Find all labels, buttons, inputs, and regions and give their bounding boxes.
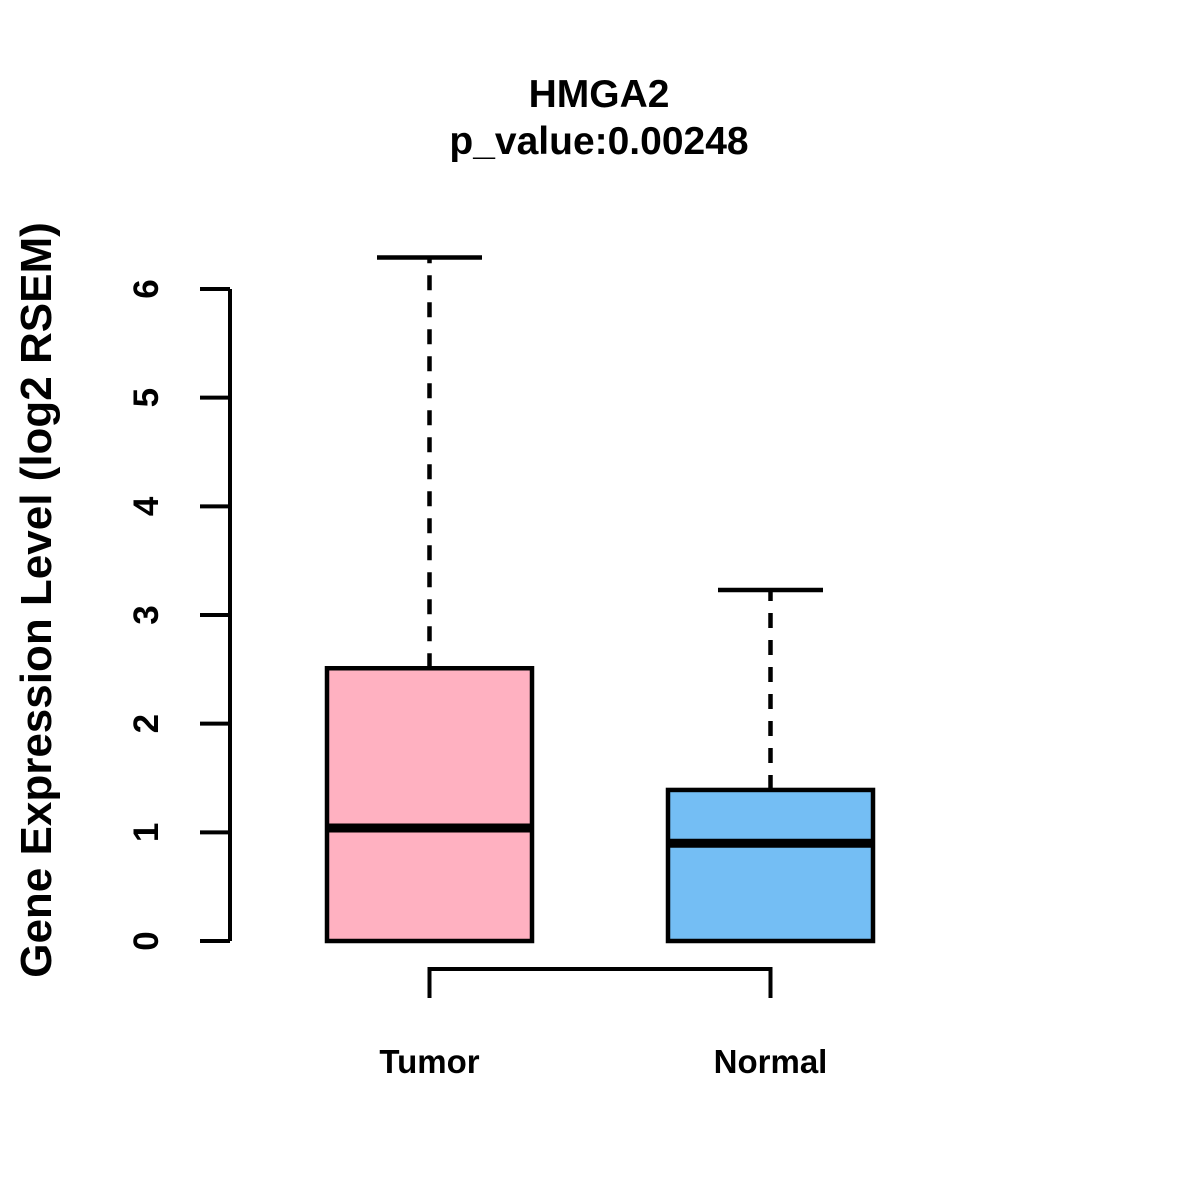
box-tumor: [324, 665, 535, 944]
y-tick-label: 5: [127, 388, 166, 407]
box-normal: [665, 787, 876, 944]
y-axis-label: Gene Expression Level (log2 RSEM): [12, 222, 61, 978]
chart-subtitle-pvalue: p_value:0.00248: [449, 120, 748, 163]
chart-title: HMGA2: [529, 73, 670, 116]
y-tick-label: 6: [127, 279, 166, 298]
y-tick-label: 0: [127, 931, 166, 950]
y-tick-label: 2: [127, 714, 166, 733]
chart-layer: 0 1 2 3 4 5 6 Tumor Normal: [127, 255, 876, 1080]
x-category-label-tumor: Tumor: [379, 1043, 479, 1080]
y-tick-label: 1: [127, 823, 166, 842]
y-tick-label: 4: [127, 496, 166, 516]
x-category-label-normal: Normal: [714, 1043, 828, 1080]
x-axis-bracket: [427, 967, 773, 998]
y-tick-label: 3: [127, 605, 166, 624]
